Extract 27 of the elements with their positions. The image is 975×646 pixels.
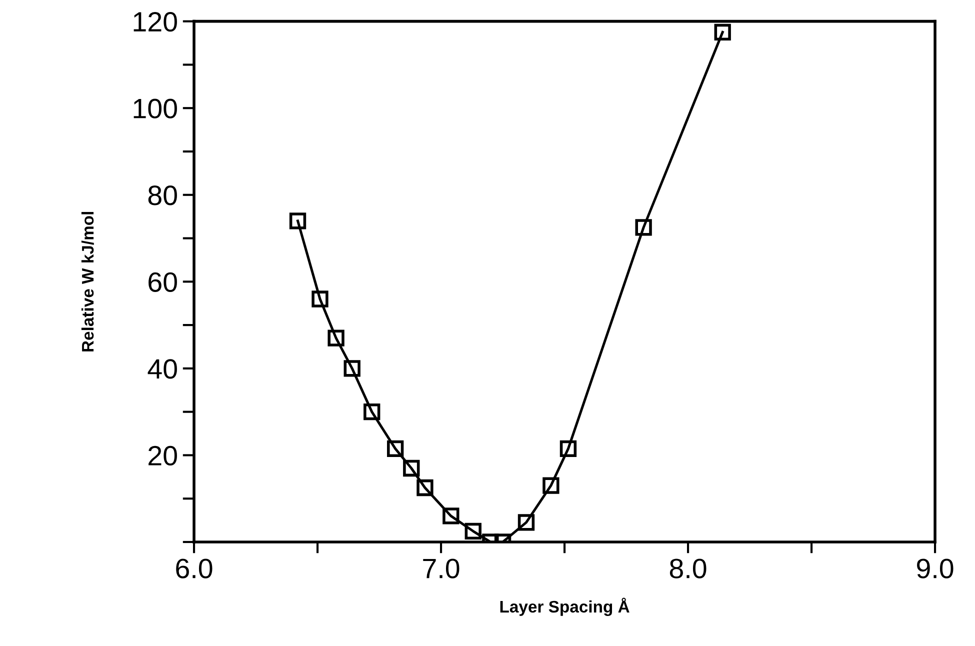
y-tick-label: 100 [134, 98, 177, 118]
x-tick-label: 6.0 [176, 558, 212, 578]
point [714, 24, 731, 40]
x-tick-label: 7.0 [423, 558, 460, 578]
point [289, 212, 306, 230]
point [416, 479, 434, 496]
point [635, 219, 652, 236]
y-tick-label: 20 [148, 446, 177, 466]
point [442, 508, 460, 524]
y-tick-label: 40 [148, 359, 177, 379]
point [328, 330, 344, 346]
x-tick-label: 8.0 [670, 558, 706, 578]
y-axis-title: Relative W kJ/mol [81, 212, 94, 352]
point [403, 460, 420, 477]
point [344, 360, 360, 377]
point [542, 477, 560, 494]
point [312, 290, 328, 308]
y-tick-label: 60 [148, 272, 177, 292]
y-tick-label: 80 [148, 186, 177, 206]
point [518, 514, 535, 531]
point [464, 522, 482, 540]
point [364, 403, 380, 420]
point [560, 440, 577, 458]
x-axis-title: Layer Spacing Å [500, 598, 630, 616]
x-tick-label: 9.0 [917, 558, 954, 578]
point [386, 440, 404, 458]
y-tick-label: 120 [134, 12, 177, 32]
